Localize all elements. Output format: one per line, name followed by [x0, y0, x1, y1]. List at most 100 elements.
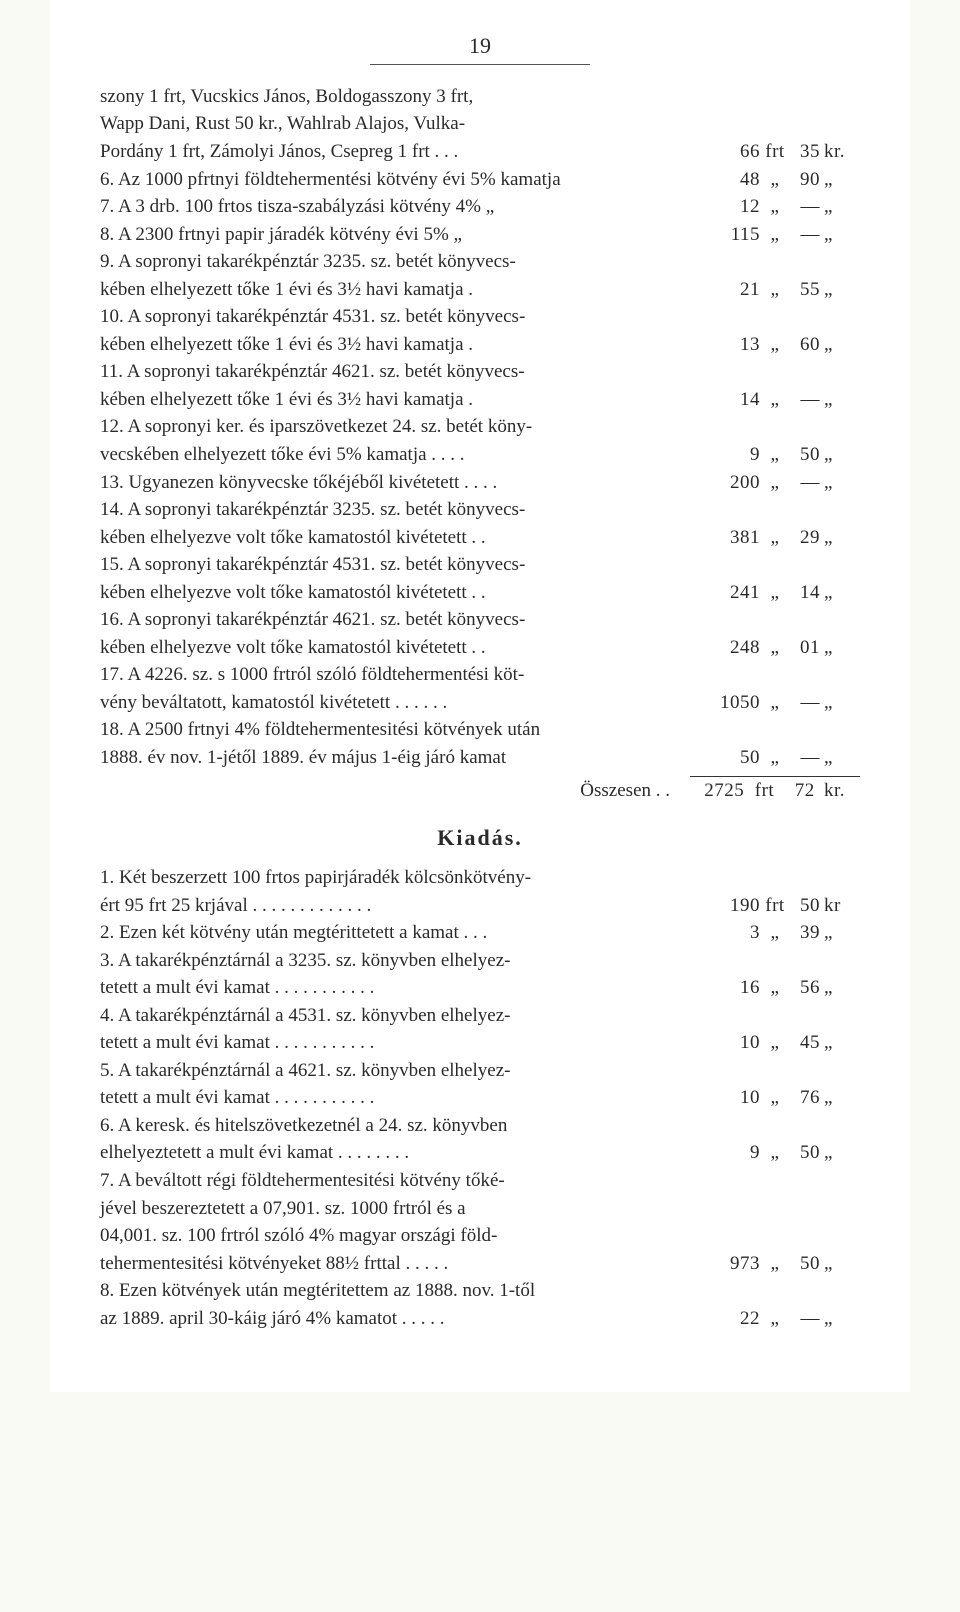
- amount-kr: 35: [790, 138, 820, 166]
- ledger-line: 11. A sopronyi takarékpénztár 4621. sz. …: [100, 358, 860, 386]
- ledger-line-amount: 14„—„: [678, 386, 860, 414]
- ledger-line: 2. Ezen két kötvény után megtérittetett …: [100, 919, 860, 947]
- amount-u2: „: [820, 386, 860, 414]
- amount-kr: 50: [790, 1250, 820, 1278]
- ledger-line-text: szony 1 frt, Vucskics János, Boldogasszo…: [100, 83, 678, 111]
- amount-frt: 381: [712, 524, 760, 552]
- amount-u2: „: [820, 469, 860, 497]
- amount-u2: „: [820, 974, 860, 1002]
- ledger-line-amount: 12„—„: [678, 193, 860, 221]
- ledger-line-amount: 248„01„: [678, 634, 860, 662]
- ledger-line: szony 1 frt, Vucskics János, Boldogasszo…: [100, 83, 860, 111]
- ledger-line: elhelyeztetett a mult évi kamat . . . . …: [100, 1139, 860, 1167]
- ledger-line-text: 8. Ezen kötvények után megtéritettem az …: [100, 1277, 678, 1305]
- amount-kr: 60: [790, 331, 820, 359]
- amount-u2: „: [820, 166, 860, 194]
- ledger-line-amount: 13„60„: [678, 331, 860, 359]
- amount-kr: 56: [790, 974, 820, 1002]
- amount-frt: 48: [712, 166, 760, 194]
- ledger-line-amount: 115„—„: [678, 221, 860, 249]
- ledger-line-amount: 21„55„: [678, 276, 860, 304]
- amount-u2: „: [820, 579, 860, 607]
- ledger-line-text: 1888. év nov. 1-jétől 1889. év május 1-é…: [100, 744, 678, 772]
- amount-u1: „: [760, 579, 790, 607]
- ledger-line: Pordány 1 frt, Zámolyi János, Csepreg 1 …: [100, 138, 860, 166]
- ledger-line: 9. A sopronyi takarékpénztár 3235. sz. b…: [100, 248, 860, 276]
- ledger-line-amount: 48„90„: [678, 166, 860, 194]
- amount-u2: „: [820, 524, 860, 552]
- amount-u1: „: [760, 744, 790, 772]
- ledger-line-amount: 22„—„: [678, 1305, 860, 1333]
- ledger-line-text: 4. A takarékpénztárnál a 4531. sz. könyv…: [100, 1002, 678, 1030]
- ledger-line: jével beszereztetett a 07,901. sz. 1000 …: [100, 1195, 860, 1223]
- ledger-line-text: jével beszereztetett a 07,901. sz. 1000 …: [100, 1195, 678, 1223]
- ledger-line: vény beváltatott, kamatostól kivétetett …: [100, 689, 860, 717]
- header-rule: [370, 64, 590, 65]
- amount-u2: „: [820, 1029, 860, 1057]
- amount-frt: 9: [712, 1139, 760, 1167]
- amount-frt: 50: [712, 744, 760, 772]
- ledger-line: 15. A sopronyi takarékpénztár 4531. sz. …: [100, 551, 860, 579]
- amount-u1: „: [760, 276, 790, 304]
- amount-u1: „: [760, 441, 790, 469]
- ledger-line: 14. A sopronyi takarékpénztár 3235. sz. …: [100, 496, 860, 524]
- ledger-line-text: Pordány 1 frt, Zámolyi János, Csepreg 1 …: [100, 138, 678, 166]
- ledger-line-amount: 9„50„: [678, 1139, 860, 1167]
- sum-amount: 2725 frt 72 kr.: [678, 777, 860, 805]
- ledger-line: 1. Két beszerzett 100 frtos papirjáradék…: [100, 864, 860, 892]
- ledger-line-text: 13. Ugyanezen könyvecske tőkéjéből kivét…: [100, 469, 678, 497]
- ledger-line-text: elhelyeztetett a mult évi kamat . . . . …: [100, 1139, 678, 1167]
- ledger-line-text: tehermentesitési kötvényeket 88½ frttal …: [100, 1250, 678, 1278]
- amount-u2: „: [820, 1305, 860, 1333]
- ledger-line-text: 1. Két beszerzett 100 frtos papirjáradék…: [100, 864, 678, 892]
- amount-frt: 22: [712, 1305, 760, 1333]
- ledger-line-amount: 973„50„: [678, 1250, 860, 1278]
- ledger-line-text: vény beváltatott, kamatostól kivétetett …: [100, 689, 678, 717]
- amount-u2: „: [820, 1084, 860, 1112]
- amount-u1: „: [760, 974, 790, 1002]
- amount-u1: „: [760, 1250, 790, 1278]
- amount-u2: „: [820, 634, 860, 662]
- amount-u1: frt: [760, 138, 790, 166]
- ledger-line: kében elhelyezve volt tőke kamatostól ki…: [100, 579, 860, 607]
- ledger-line-amount: 10„45„: [678, 1029, 860, 1057]
- ledger-line: 8. A 2300 frtnyi papir járadék kötvény é…: [100, 221, 860, 249]
- document-page: 19 szony 1 frt, Vucskics János, Boldogas…: [50, 0, 910, 1392]
- amount-u1: „: [760, 634, 790, 662]
- amount-u2: „: [820, 689, 860, 717]
- section-title-kiadas: Kiadás.: [100, 822, 860, 854]
- amount-u1: „: [760, 331, 790, 359]
- ledger-line-amount: 200„—„: [678, 469, 860, 497]
- ledger-line-amount: 10„76„: [678, 1084, 860, 1112]
- ledger-line: 18. A 2500 frtnyi 4% földtehermentesités…: [100, 716, 860, 744]
- amount-frt: 12: [712, 193, 760, 221]
- amount-u2: „: [820, 193, 860, 221]
- amount-kr: 90: [790, 166, 820, 194]
- amount-kr: 55: [790, 276, 820, 304]
- ledger-line-text: 3. A takarékpénztárnál a 3235. sz. könyv…: [100, 947, 678, 975]
- amount-u2: kr: [820, 892, 860, 920]
- amount-u1: „: [760, 524, 790, 552]
- ledger-line: kében elhelyezett tőke 1 évi és 3½ havi …: [100, 386, 860, 414]
- ledger-line-text: 2. Ezen két kötvény után megtérittetett …: [100, 919, 678, 947]
- ledger-line-text: 17. A 4226. sz. s 1000 frtról szóló föld…: [100, 661, 678, 689]
- amount-kr: 01: [790, 634, 820, 662]
- amount-frt: 241: [712, 579, 760, 607]
- ledger-line: 17. A 4226. sz. s 1000 frtról szóló föld…: [100, 661, 860, 689]
- amount-kr: 45: [790, 1029, 820, 1057]
- amount-frt: 115: [712, 221, 760, 249]
- ledger-line-amount: 190frt50kr: [678, 892, 860, 920]
- ledger-line: ért 95 frt 25 krjával . . . . . . . . . …: [100, 892, 860, 920]
- ledger-line-text: 04,001. sz. 100 frtról szóló 4% magyar o…: [100, 1222, 678, 1250]
- amount-u2: „: [820, 331, 860, 359]
- amount-u2: „: [820, 441, 860, 469]
- ledger-line: 04,001. sz. 100 frtról szóló 4% magyar o…: [100, 1222, 860, 1250]
- ledger-line: tetett a mult évi kamat . . . . . . . . …: [100, 1084, 860, 1112]
- amount-u1: „: [760, 1029, 790, 1057]
- ledger-line: 10. A sopronyi takarékpénztár 4531. sz. …: [100, 303, 860, 331]
- ledger-line-text: 7. A beváltott régi földtehermentesitési…: [100, 1167, 678, 1195]
- ledger-line: kében elhelyezett tőke 1 évi és 3½ havi …: [100, 276, 860, 304]
- amount-kr: —: [790, 221, 820, 249]
- amount-frt: 200: [712, 469, 760, 497]
- ledger-line: 3. A takarékpénztárnál a 3235. sz. könyv…: [100, 947, 860, 975]
